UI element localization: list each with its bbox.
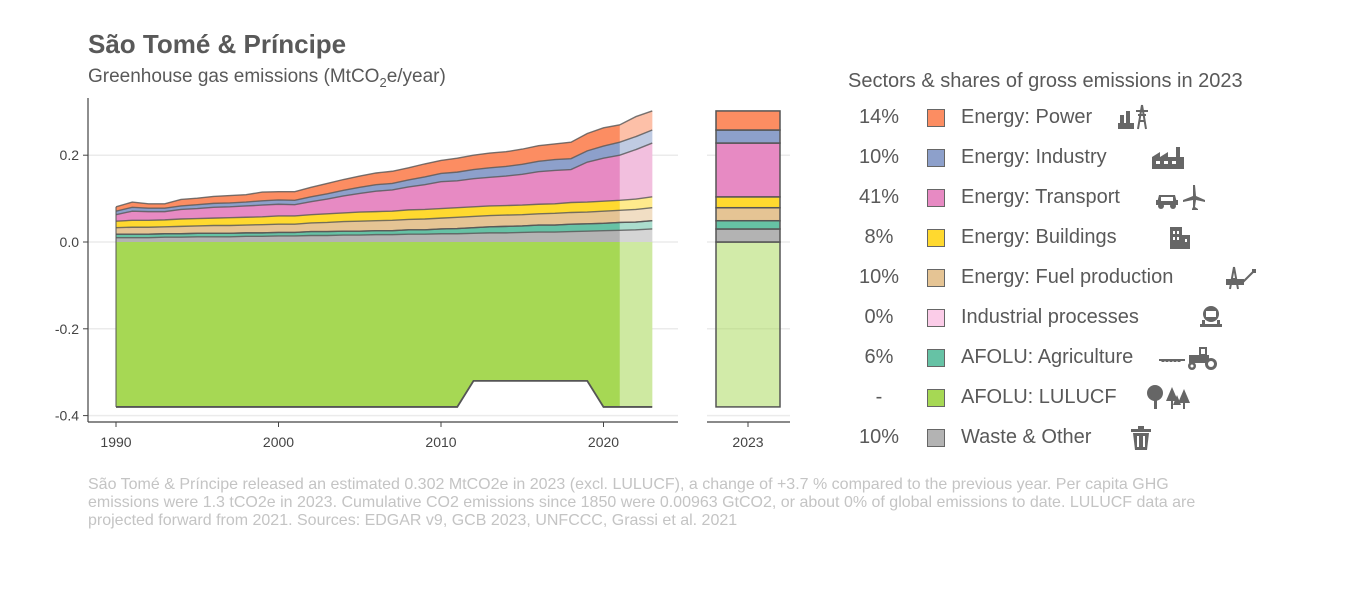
projection-shade xyxy=(619,108,653,409)
footer-note: São Tomé & Príncipe released an estimate… xyxy=(88,476,1196,529)
bar-segment-lulucf xyxy=(715,241,781,408)
chart-title: São Tomé & Príncipe xyxy=(88,29,347,59)
trash-icon xyxy=(1131,426,1151,450)
legend-swatch xyxy=(927,389,945,407)
cement-mixer-icon xyxy=(1200,306,1222,327)
legend-item-fuel-production: 10% Energy: Fuel production xyxy=(848,260,1318,300)
emissions-chart: -0.4 -0.2 0.0 0.2 1990 2000 2010 2020 2023 xyxy=(55,98,790,450)
x-tick-label: 1990 xyxy=(100,434,131,450)
legend-share: 10% xyxy=(858,146,900,168)
bar-segment-energy-power xyxy=(715,110,781,131)
legend-share: 6% xyxy=(864,346,894,368)
series-line xyxy=(115,207,653,229)
legend-share: 0% xyxy=(864,306,894,328)
oil-rig-icon xyxy=(1226,266,1256,290)
legend-swatch xyxy=(927,189,945,207)
series-line xyxy=(115,196,653,222)
legend-label: Waste & Other xyxy=(961,426,1092,448)
legend-item-agriculture: 6% AFOLU: Agriculture xyxy=(848,340,1318,380)
series-area-lulucf xyxy=(116,242,653,407)
legend-swatch xyxy=(927,429,945,447)
series-line xyxy=(116,220,653,235)
buildings-icon xyxy=(1170,227,1190,249)
series-area-energy-buildings xyxy=(116,196,653,228)
bar-segment-energy-fuel-production xyxy=(715,206,781,222)
series-line-lulucf xyxy=(116,379,653,408)
legend-label: Energy: Industry xyxy=(961,146,1107,168)
bar-segment-waste-other xyxy=(715,228,781,243)
legend-title: Sectors & shares of gross emissions in 2… xyxy=(848,70,1243,92)
series-area-energy-transport xyxy=(116,143,653,222)
legend-label: Energy: Buildings xyxy=(961,226,1117,248)
legend-label: AFOLU: LULUCF xyxy=(961,386,1117,408)
y-tick-label: 0.2 xyxy=(60,147,80,163)
legend-label: Energy: Fuel production xyxy=(961,266,1174,288)
legend-share: 10% xyxy=(858,266,900,288)
bar-segment-energy-transport xyxy=(715,142,781,198)
power-plant-icon xyxy=(1118,104,1148,130)
legend-label: Industrial processes xyxy=(961,306,1139,328)
series-area-waste-other xyxy=(116,228,653,242)
y-tick-label: 0.0 xyxy=(60,234,80,250)
bar-segment-afolu-agriculture xyxy=(715,219,781,230)
legend-share: 14% xyxy=(858,106,900,128)
legend-item-industrial-processes: 0% Industrial processes xyxy=(848,300,1318,340)
legend-item-lulucf: - AFOLU: LULUCF xyxy=(848,380,1318,420)
x-tick-label: 2010 xyxy=(425,434,456,450)
tractor-icon xyxy=(1159,347,1217,370)
bar-category-label: 2023 xyxy=(732,434,763,450)
legend-swatch xyxy=(927,109,945,127)
legend-swatch xyxy=(927,349,945,367)
legend-label: Energy: Transport xyxy=(961,186,1120,208)
x-tick-label: 2020 xyxy=(588,434,619,450)
car-plane-icon xyxy=(1156,185,1205,210)
legend-item-transport: 41% Energy: Transport xyxy=(848,180,1318,220)
legend-item-industry: 10% Energy: Industry xyxy=(848,140,1318,180)
legend-swatch xyxy=(927,309,945,327)
bar-segment-energy-industry xyxy=(715,129,781,144)
legend-item-buildings: 8% Energy: Buildings xyxy=(848,220,1318,260)
trees-icon xyxy=(1147,385,1190,409)
legend-share: 8% xyxy=(864,226,894,248)
legend-label: AFOLU: Agriculture xyxy=(961,346,1134,368)
factory-icon xyxy=(1152,147,1184,169)
series-line xyxy=(115,110,653,208)
series-line xyxy=(115,142,653,216)
legend-swatch xyxy=(927,269,945,287)
bar-segment-energy-buildings xyxy=(715,196,781,209)
series-line xyxy=(116,228,653,239)
legend-item-waste: 10% Waste & Other xyxy=(848,420,1318,460)
series-line xyxy=(115,129,653,212)
legend-item-power: 14% Energy: Power xyxy=(848,100,1318,140)
x-tick-label: 2000 xyxy=(263,434,294,450)
legend-share: - xyxy=(875,386,883,408)
y-tick-label: -0.4 xyxy=(55,408,79,424)
chart-subtitle: Greenhouse gas emissions (MtCO2e/year) xyxy=(88,66,446,90)
legend-swatch xyxy=(927,149,945,167)
legend-share: 10% xyxy=(858,426,900,448)
y-tick-label: -0.2 xyxy=(55,321,79,337)
legend-swatch xyxy=(927,229,945,247)
legend-label: Energy: Power xyxy=(961,106,1093,128)
legend-share: 41% xyxy=(858,186,900,208)
